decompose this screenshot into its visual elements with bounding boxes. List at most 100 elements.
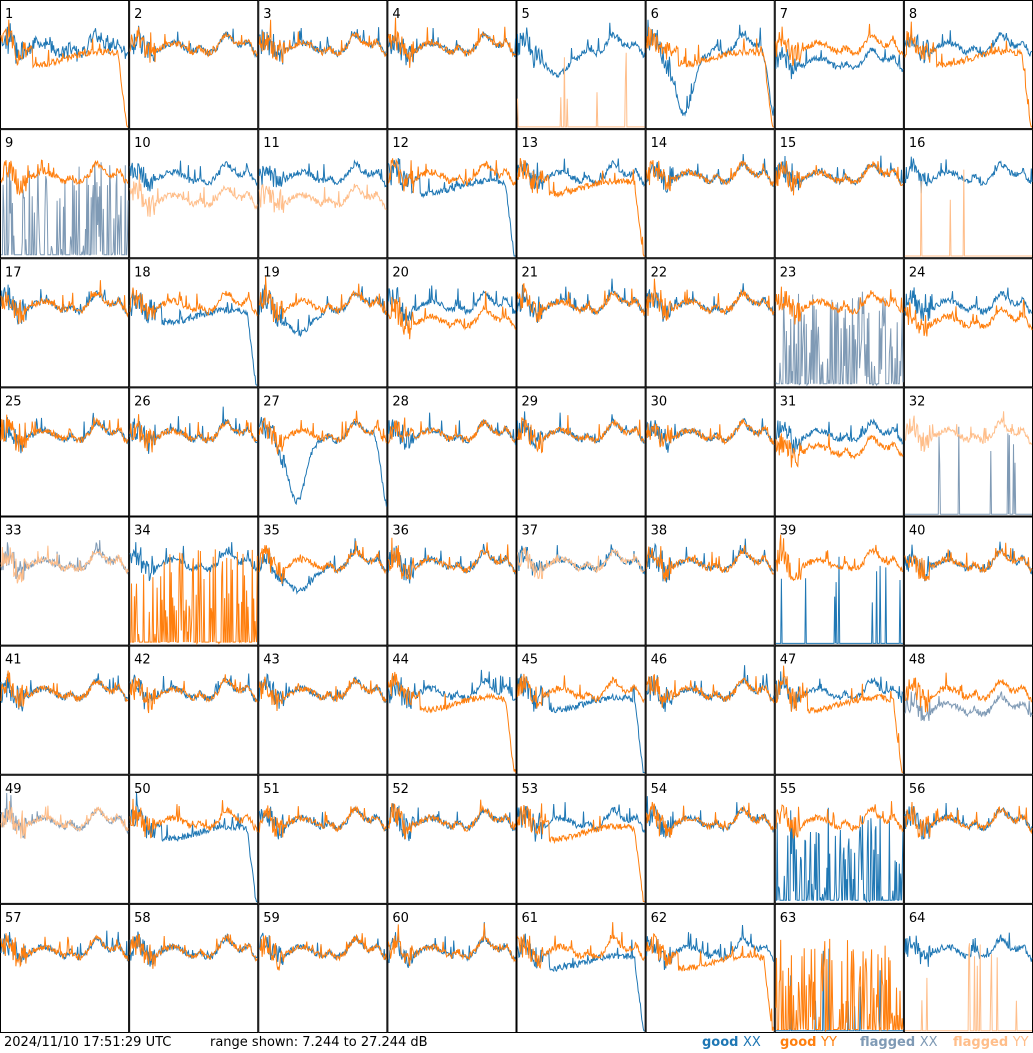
panel-57: 57 [0,903,130,1033]
panel-47: 47 [774,645,904,775]
panel-frame [0,387,130,517]
panel-frame [645,774,775,904]
series-yy-good [775,23,904,67]
panel-label: 5 [522,7,530,22]
series-yy-good [258,540,387,584]
legend-flagged-yy-status: flagged [953,1035,1009,1050]
panel-label: 61 [522,911,539,926]
series-xx-flagged [0,540,129,580]
panel-43: 43 [258,645,388,775]
series-yy-good [130,549,258,646]
panel-label: 50 [134,782,151,797]
panel-38: 38 [645,516,775,646]
panel-label: 15 [780,136,797,151]
series-yy-good [129,414,258,453]
series-yy-good [517,803,645,903]
series-yy-good [387,158,516,194]
series-yy-good [904,299,1033,337]
panel-48: 48 [903,645,1033,775]
panel-50: 50 [129,774,259,904]
panel-63: 63 [774,903,904,1033]
series-yy-good [129,26,258,63]
panel-3: 3 [258,0,388,130]
panel-41: 41 [0,645,130,775]
series-yy-good [775,938,904,1033]
series-yy-good [0,19,129,128]
panel-label: 9 [5,136,13,151]
series-yy-flagged [0,801,129,839]
panel-59: 59 [258,903,388,1033]
series-xx-good [129,160,258,192]
series-yy-good [517,158,645,257]
series-yy-flagged [258,183,387,213]
panel-label: 58 [134,911,151,926]
series-xx-good [517,802,646,842]
panel-frame [516,645,646,775]
panel-23: 23 [774,258,904,388]
series-yy-good [129,674,258,714]
series-yy-good [387,537,516,580]
series-xx-good [517,22,646,79]
panel-label: 2 [134,7,142,22]
series-yy-good [258,276,387,323]
series-yy-flagged [904,411,1033,452]
panel-label: 36 [392,524,409,539]
series-xx-good [517,673,645,773]
panel-frame [516,0,646,130]
panel-49: 49 [0,774,130,904]
series-yy-good [646,545,775,582]
panel-frame [516,903,646,1033]
legend-flagged-yy: flagged YY [953,1033,1029,1053]
panel-label: 27 [263,394,280,409]
panel-52: 52 [387,774,517,904]
series-xx-good [904,541,1033,582]
panel-frame [645,516,775,646]
series-xx-flagged [1,162,129,256]
panel-label: 46 [651,653,668,668]
panel-label: 63 [780,911,797,926]
series-xx-good [129,792,258,903]
panel-label: 3 [263,7,271,22]
timestamp-label: 2024/11/10 17:51:29 UTC [4,1035,172,1050]
panel-frame [516,516,646,646]
series-yy-flagged [904,943,1032,1032]
series-xx-good [258,806,387,840]
panel-10: 10 [129,129,259,259]
panel-30: 30 [645,387,775,517]
series-xx-good [775,807,904,904]
series-xx-good [775,556,903,644]
panel-4: 4 [387,0,517,130]
panel-56: 56 [903,774,1033,904]
panel-frame [129,0,259,130]
panel-label: 45 [522,653,539,668]
series-yy-good [904,542,1033,581]
series-xx-good [517,158,646,190]
series-yy-good [775,433,904,468]
panel-31: 31 [774,387,904,517]
panel-label: 41 [5,653,22,668]
panel-frame [645,903,775,1033]
series-xx-good [0,23,129,64]
panel-frame [129,129,259,259]
panel-9: 9 [0,129,130,259]
panel-label: 30 [651,394,668,409]
series-yy-good [387,799,516,840]
panel-label: 28 [392,394,409,409]
panel-frame [387,645,517,775]
series-xx-good [904,287,1033,321]
series-yy-good [646,801,775,838]
panel-16: 16 [903,129,1033,259]
panel-12: 12 [387,129,517,259]
panel-frame [0,774,130,904]
panel-25: 25 [0,387,130,517]
panel-34: 34 [129,516,259,646]
panel-label: 40 [909,524,926,539]
panel-frame [516,258,646,388]
panel-frame [774,387,904,517]
panel-label: 20 [392,265,409,280]
legend-good-yy: good YY [780,1033,837,1053]
panel-22: 22 [645,258,775,388]
panel-label: 11 [263,136,280,151]
series-yy-good [646,419,775,448]
series-xx-good [904,30,1033,64]
